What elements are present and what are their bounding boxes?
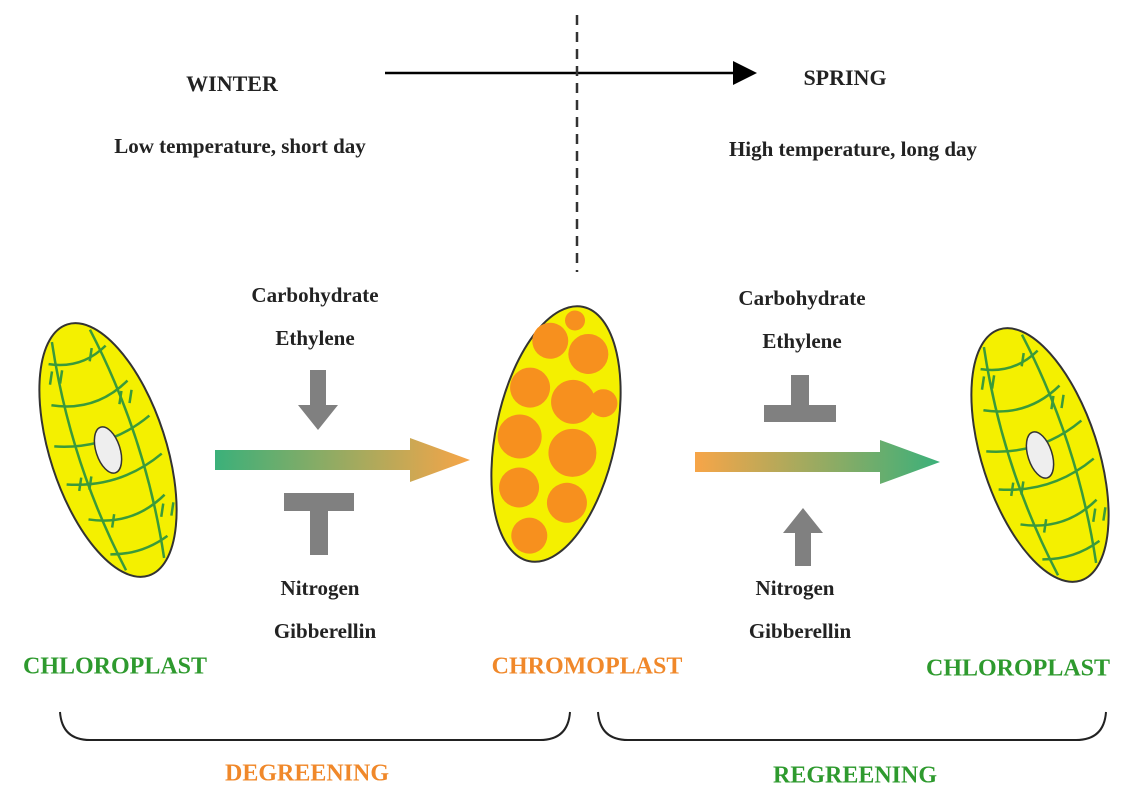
- factor: Gibberellin: [749, 619, 852, 643]
- phase-label: REGREENING: [773, 763, 937, 787]
- factor: Ethylene: [275, 326, 354, 350]
- factor: Nitrogen: [756, 576, 835, 600]
- season: SPRING: [803, 65, 886, 90]
- brace: [59, 711, 571, 741]
- factor: Carbohydrate: [251, 283, 378, 307]
- factor: Carbohydrate: [738, 286, 865, 310]
- conditions: Low temperature, short day: [114, 134, 366, 158]
- promote-arrow: [298, 370, 338, 430]
- factor: Gibberellin: [274, 619, 377, 643]
- transition-arrow: [215, 438, 470, 482]
- arrow-head: [733, 61, 757, 85]
- inhibit-symbol: [284, 493, 354, 555]
- conditions: High temperature, long day: [729, 137, 978, 161]
- chromoplast-cell: [490, 305, 622, 563]
- node-label: CHROMOPLAST: [492, 654, 683, 680]
- promote-arrow: [783, 508, 823, 566]
- season: WINTER: [186, 71, 279, 96]
- factor: Nitrogen: [281, 576, 360, 600]
- node-label: CHLOROPLAST: [926, 656, 1110, 682]
- node-label: CHLOROPLAST: [23, 654, 207, 680]
- phase-label: DEGREENING: [225, 761, 389, 787]
- transition-arrow: [695, 440, 940, 484]
- brace: [597, 711, 1107, 741]
- factor: Ethylene: [762, 329, 841, 353]
- chloroplast-cell: [942, 310, 1122, 600]
- inhibit-symbol: [764, 375, 836, 422]
- chloroplast-cell: [10, 305, 206, 595]
